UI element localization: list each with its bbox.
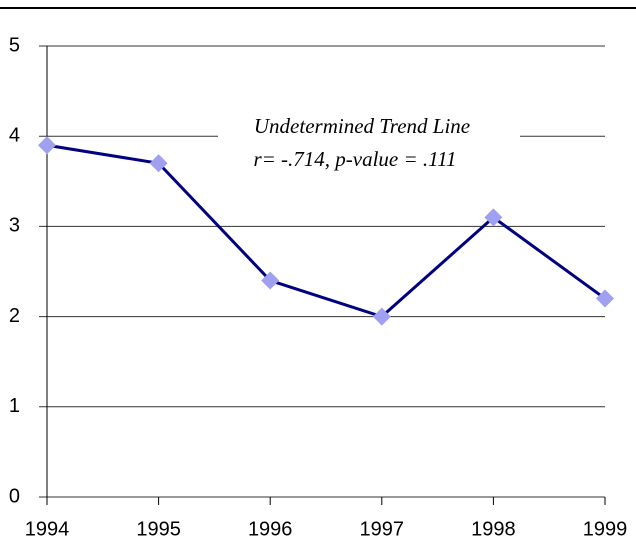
marker <box>484 208 503 227</box>
x-tick-label: 1994 <box>25 518 70 540</box>
annotation: r= -.714, p-value = .111 <box>253 147 456 171</box>
plot <box>38 136 614 326</box>
x-tick-label: 1999 <box>583 518 628 540</box>
y-tick-label: 0 <box>9 485 20 507</box>
x-tick-label: 1998 <box>471 518 516 540</box>
y-tick-label: 1 <box>9 395 20 417</box>
x-tick-label: 1996 <box>248 518 293 540</box>
y-tick-label: 2 <box>9 305 20 327</box>
marker <box>261 271 280 290</box>
marker <box>596 289 614 308</box>
x-tick-label: 1997 <box>360 518 405 540</box>
y-tick-label: 5 <box>9 34 20 56</box>
annotation-box <box>218 112 520 176</box>
annotation: Undetermined Trend Line <box>254 114 470 138</box>
y-tick-label: 3 <box>9 215 20 237</box>
y-tick-label: 4 <box>9 124 20 146</box>
marker <box>372 307 391 326</box>
line <box>46 143 606 319</box>
grid: 0 1 2 3 4 5 1994 1995 1996 1997 1998 1999 <box>9 34 627 540</box>
x-tick-label: 1995 <box>136 518 181 540</box>
marker <box>149 154 168 173</box>
marker <box>38 136 56 155</box>
